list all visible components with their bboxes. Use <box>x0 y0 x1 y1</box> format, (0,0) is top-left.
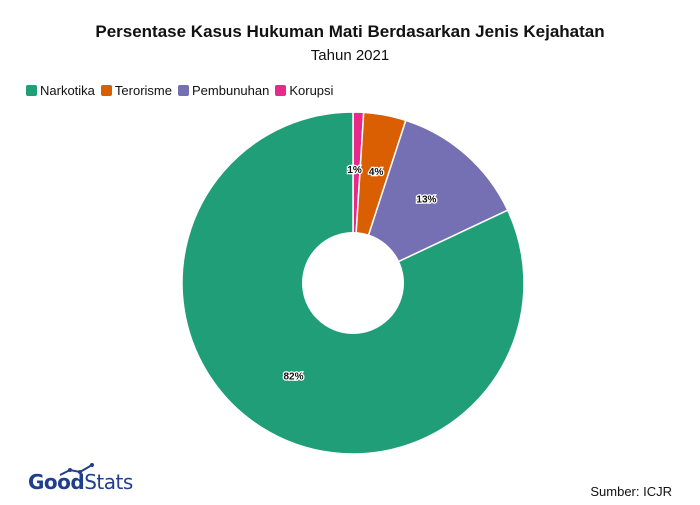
legend-label: Terorisme <box>114 83 172 98</box>
legend-label: Pembunuhan <box>192 83 270 98</box>
logo-mark <box>59 463 94 476</box>
legend-swatch <box>178 85 189 96</box>
slice-pembunuhan <box>351 119 509 285</box>
legend-item-korupsi: Korupsi <box>275 83 333 98</box>
legend-swatch <box>100 85 112 96</box>
legend-swatch <box>26 85 37 96</box>
goodstats-logo: GoodStats <box>28 470 133 494</box>
data-label-narkotika: 82% <box>284 372 304 383</box>
data-label-pembunuhan: 13% <box>416 195 436 206</box>
data-label-terorisme: 4% <box>369 167 384 178</box>
legend-label: Korupsi <box>289 83 334 98</box>
legend-item-pembunuhan: Pembunuhan <box>178 83 269 98</box>
data-label-korupsi: 1% <box>347 165 362 176</box>
slice-narkotika <box>181 111 525 455</box>
donut-hole <box>302 232 404 334</box>
legend-item-terorisme: Terorisme <box>100 83 172 98</box>
chart-title: Persentase Kasus Hukuman Mati Berdasarka… <box>95 22 605 41</box>
logo-stats: Stats <box>84 470 133 494</box>
legend-label: Narkotika <box>40 83 95 98</box>
legend: Narkotika Terorisme Pembunuhan Korupsi <box>26 83 339 98</box>
source-note: Sumber: ICJR <box>590 484 672 499</box>
legend-swatch <box>275 85 287 96</box>
logo-good: Good <box>28 470 85 494</box>
legend-item-narkotika: Narkotika <box>26 83 95 98</box>
chart-subtitle: Tahun 2021 <box>310 47 390 64</box>
